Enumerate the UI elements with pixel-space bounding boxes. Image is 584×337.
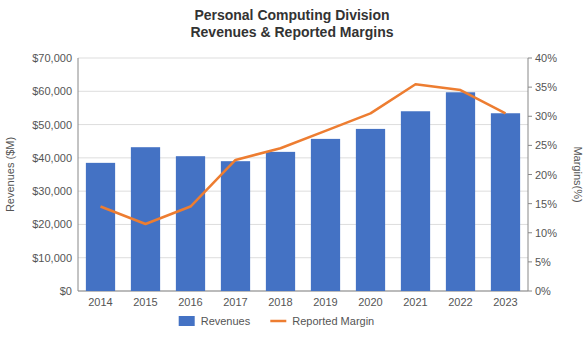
y-axis-line xyxy=(78,58,79,291)
y2-tick xyxy=(528,58,532,59)
x-tick-label: 2020 xyxy=(358,296,382,308)
line xyxy=(101,84,506,224)
bar xyxy=(311,139,340,291)
y-tick-label: $50,000 xyxy=(32,119,72,131)
y2-tick xyxy=(528,174,532,175)
y2-tick xyxy=(528,116,532,117)
title-line: Revenues & Reported Margins xyxy=(190,24,393,40)
y2-tick-label: 25% xyxy=(535,139,557,151)
legend-swatch xyxy=(179,316,195,326)
x-tick-label: 2018 xyxy=(268,296,292,308)
chart-title: Personal Computing DivisionRevenues & Re… xyxy=(190,7,393,40)
y2-tick xyxy=(528,291,532,292)
marks xyxy=(86,84,520,291)
title-line: Personal Computing Division xyxy=(194,7,389,23)
chart-container: Personal Computing DivisionRevenues & Re… xyxy=(0,0,584,337)
x-tick-label: 2019 xyxy=(313,296,337,308)
bar xyxy=(491,113,520,291)
x-tick-label: 2023 xyxy=(493,296,517,308)
legend: Revenues Reported Margin xyxy=(179,315,375,327)
y2-tick xyxy=(528,145,532,146)
y2-tick-label: 40% xyxy=(535,52,557,64)
legend-label: Reported Margin xyxy=(292,315,374,327)
y2-axis-line xyxy=(528,58,529,291)
bar xyxy=(176,156,205,291)
y2-tick-label: 10% xyxy=(535,227,557,239)
y-axis-label: Revenues ($M) xyxy=(4,137,16,212)
y-tick-label: $40,000 xyxy=(32,152,72,164)
bar xyxy=(446,92,475,291)
x-tick-label: 2022 xyxy=(448,296,472,308)
y2-tick-label: 30% xyxy=(535,110,557,122)
y2-tick-label: 0% xyxy=(535,285,551,297)
grid-line xyxy=(78,58,528,59)
y-tick-label: $30,000 xyxy=(32,185,72,197)
y2-tick xyxy=(528,232,532,233)
x-tick-label: 2015 xyxy=(133,296,157,308)
grid xyxy=(78,58,528,291)
bar xyxy=(266,152,295,291)
y2-tick xyxy=(528,261,532,262)
bar xyxy=(401,111,430,291)
legend-swatch xyxy=(270,320,286,323)
chart-svg: Personal Computing DivisionRevenues & Re… xyxy=(0,0,584,337)
x-tick-label: 2016 xyxy=(178,296,202,308)
y-tick-label: $0 xyxy=(60,285,72,297)
y2-tick-label: 15% xyxy=(535,198,557,210)
y2-tick xyxy=(528,203,532,204)
y2-tick-label: 20% xyxy=(535,169,557,181)
y2-axis-label: Margins(%) xyxy=(572,146,584,202)
x-tick-label: 2017 xyxy=(223,296,247,308)
y-tick-label: $60,000 xyxy=(32,85,72,97)
y2-tick-label: 5% xyxy=(535,256,551,268)
bar xyxy=(356,129,385,291)
y-tick-label: $20,000 xyxy=(32,218,72,230)
y2-tick-label: 35% xyxy=(535,81,557,93)
y2-tick xyxy=(528,87,532,88)
legend-label: Revenues xyxy=(201,315,251,327)
bar xyxy=(86,163,115,291)
x-tick-label: 2021 xyxy=(403,296,427,308)
bar xyxy=(221,161,250,291)
y-tick-label: $70,000 xyxy=(32,52,72,64)
x-tick-label: 2014 xyxy=(88,296,112,308)
y-tick-label: $10,000 xyxy=(32,252,72,264)
